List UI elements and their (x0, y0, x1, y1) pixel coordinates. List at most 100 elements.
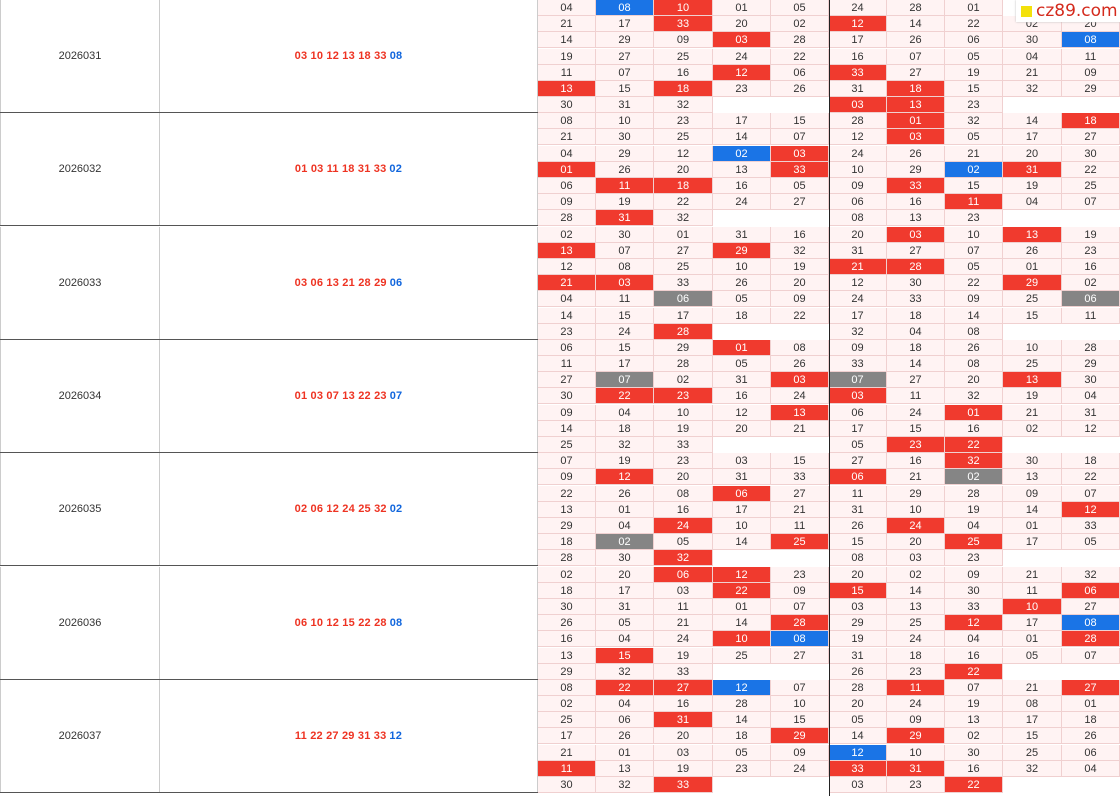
grid-cell: 07 (1062, 647, 1120, 664)
grid-cell: 07 (596, 372, 654, 389)
grid-cell: 22 (654, 194, 713, 211)
red-balls: 06 10 12 15 22 28 (294, 616, 387, 629)
grid-cell: 20 (654, 469, 713, 486)
grid-cell: 20 (771, 275, 829, 292)
grid-cell: 10 (713, 517, 771, 534)
grid-cell: 29 (1062, 81, 1120, 97)
grid-cell: 30 (1003, 453, 1062, 470)
grid-cell: 05 (713, 356, 771, 373)
grid-cell: 14 (887, 16, 945, 33)
grid-cell: 01 (713, 598, 771, 615)
grid-cell: 07 (887, 48, 945, 65)
grid-cell: 33 (654, 437, 713, 454)
grid-cell: 33 (654, 776, 713, 793)
grid-cell: 17 (829, 420, 887, 437)
grid-cell: 26 (1003, 242, 1062, 259)
grid-cell: 12 (713, 64, 771, 81)
grid-cell: 31 (1062, 404, 1120, 421)
table-row: 2026033 03 06 13 21 28 29 06 02 30 01 31 16 20 03… (0, 226, 1120, 340)
grid-cell: 02 (1062, 275, 1120, 292)
grid-cell: 29 (829, 615, 887, 632)
grid-cell: 12 (713, 566, 771, 583)
draw-result: 06 10 12 15 22 28 08 (160, 566, 538, 679)
grid-cell: 05 (771, 178, 829, 195)
grid-cell: 29 (887, 161, 945, 178)
grid-cell: 14 (713, 712, 771, 729)
grid-cell: 04 (596, 695, 654, 712)
grid-cell: 02 (887, 566, 945, 583)
grid-cell: 28 (771, 32, 829, 49)
grid-cell: 22 (538, 485, 596, 502)
grid-cell: 21 (654, 615, 713, 632)
grid-cell: 19 (771, 258, 829, 275)
draw-result: 02 06 12 24 25 32 02 (160, 453, 538, 566)
grid-cell: 08 (1003, 695, 1062, 712)
grid-cell: 21 (771, 501, 829, 518)
grid-cell: 07 (945, 679, 1003, 696)
grid-cell: 25 (887, 615, 945, 632)
grid-cell: 31 (596, 97, 654, 114)
grid-cell: 18 (713, 307, 771, 324)
grid-cell: 06 (829, 404, 887, 421)
grid-cell: 08 (538, 113, 596, 130)
grid-cell: 18 (1062, 453, 1120, 470)
grid-cell: 27 (1062, 598, 1120, 615)
grid-cell: 24 (887, 404, 945, 421)
grid-cell: 24 (654, 517, 713, 534)
grid-cell: 32 (596, 437, 654, 454)
grid-cell: 31 (596, 210, 654, 227)
grid-cell: 23 (538, 323, 596, 340)
draw-result: 11 22 27 29 31 33 12 (160, 679, 538, 792)
grid-cell: 06 (829, 194, 887, 211)
grid-cell: 33 (654, 663, 713, 680)
site-logo[interactable]: cz89.com (1016, 0, 1120, 22)
grid-cell: 24 (887, 631, 945, 648)
grid-cell: 04 (945, 631, 1003, 648)
grid-cell: 23 (887, 437, 945, 454)
grid-cell: 02 (945, 161, 1003, 178)
grid-cell: 17 (1003, 615, 1062, 632)
grid-cell: 27 (654, 679, 713, 696)
grid-cell: 23 (945, 210, 1003, 227)
grid-cell: 20 (654, 161, 713, 178)
grid-cell: 18 (654, 178, 713, 195)
grid-cell: 05 (654, 534, 713, 551)
grid-cell: 13 (887, 97, 945, 114)
grid-cell: 09 (771, 582, 829, 599)
grid-cell: 13 (1003, 469, 1062, 486)
grid-cell: 10 (945, 226, 1003, 243)
grid-cell: 01 (945, 0, 1003, 16)
grid-cell: 30 (1062, 372, 1120, 389)
grid-cell (1062, 776, 1120, 793)
grid-cell: 24 (829, 0, 887, 16)
grid-cell: 14 (538, 420, 596, 437)
grid-cell: 21 (1003, 64, 1062, 81)
grid-cell: 18 (887, 307, 945, 324)
grid-cell: 21 (945, 145, 1003, 162)
grid-cell: 16 (887, 194, 945, 211)
grid-cell: 14 (713, 615, 771, 632)
grid-cell: 16 (771, 226, 829, 243)
grid-cell: 02 (596, 534, 654, 551)
grid-cell: 14 (887, 582, 945, 599)
grid-cell: 18 (1062, 113, 1120, 130)
grid-cell: 08 (945, 323, 1003, 340)
grid-cell: 15 (771, 453, 829, 470)
grid-cell: 33 (654, 16, 713, 33)
grid-cell: 06 (1062, 744, 1120, 761)
grid-cell: 02 (538, 695, 596, 712)
grid-cell: 22 (1062, 469, 1120, 486)
grid-cell: 24 (713, 48, 771, 65)
grid-cell: 15 (829, 582, 887, 599)
grid-cell (1062, 437, 1120, 454)
grid-cell: 25 (713, 647, 771, 664)
grid-cell: 23 (887, 776, 945, 793)
grid-cell (771, 437, 829, 454)
grid-cell: 20 (887, 534, 945, 551)
issue-number: 2026032 (0, 113, 160, 226)
grid-cell: 11 (945, 194, 1003, 211)
grid-cell: 17 (829, 307, 887, 324)
grid-cell: 09 (538, 194, 596, 211)
grid-cell: 17 (654, 307, 713, 324)
grid-cell (771, 550, 829, 567)
